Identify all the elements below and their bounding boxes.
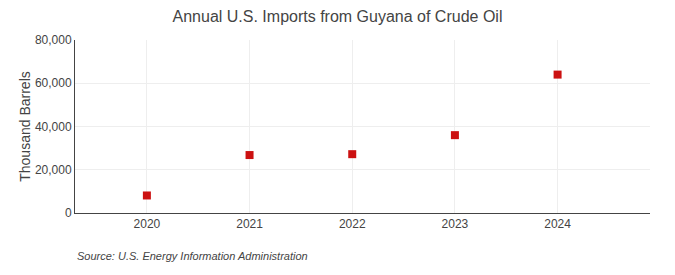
svg-text:0: 0 xyxy=(65,206,72,220)
svg-text:80,000: 80,000 xyxy=(35,33,72,47)
svg-text:2020: 2020 xyxy=(134,217,161,231)
svg-text:2022: 2022 xyxy=(339,217,366,231)
svg-text:Source: U.S. Energy Informatio: Source: U.S. Energy Information Administ… xyxy=(77,250,308,262)
svg-text:40,000: 40,000 xyxy=(35,120,72,134)
svg-text:2023: 2023 xyxy=(442,217,469,231)
svg-text:60,000: 60,000 xyxy=(35,76,72,90)
svg-text:2024: 2024 xyxy=(544,217,571,231)
svg-text:Thousand Barrels: Thousand Barrels xyxy=(17,71,33,182)
svg-text:20,000: 20,000 xyxy=(35,163,72,177)
svg-text:Annual U.S. Imports from Guyan: Annual U.S. Imports from Guyana of Crude… xyxy=(173,8,503,25)
svg-text:2021: 2021 xyxy=(236,217,263,231)
